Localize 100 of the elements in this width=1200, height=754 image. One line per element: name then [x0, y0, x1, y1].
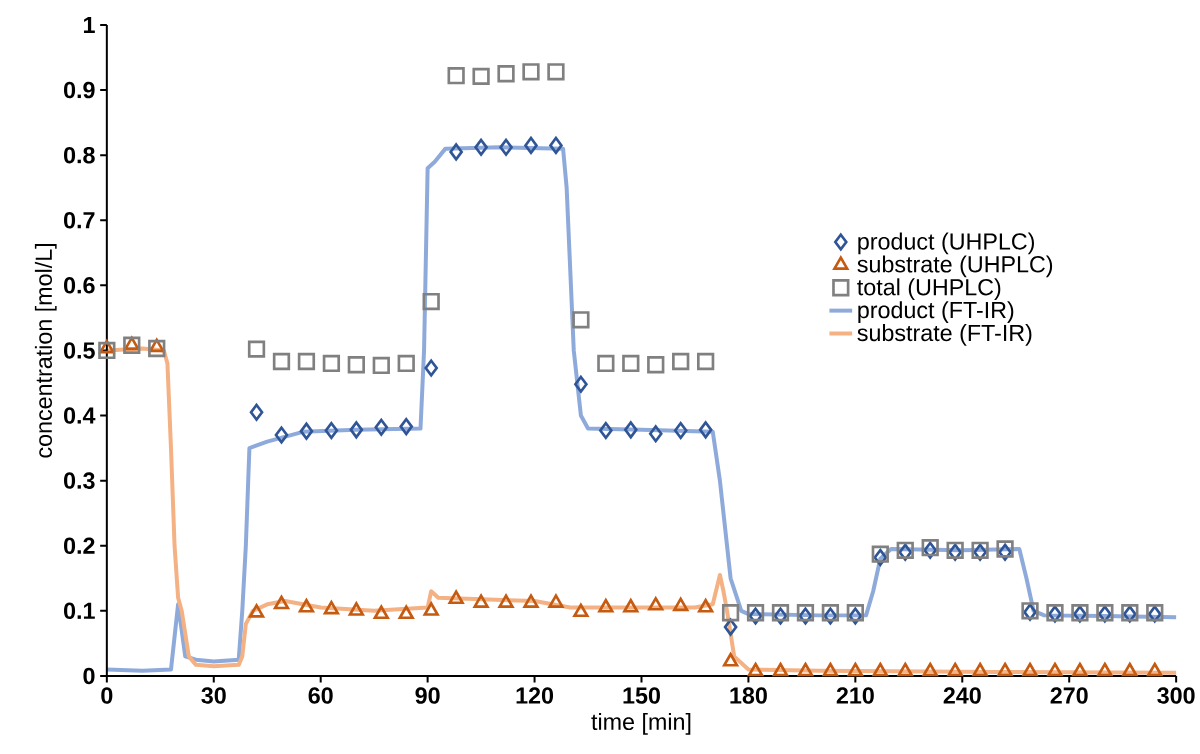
point: [373, 605, 389, 620]
point: [673, 597, 689, 612]
legend-label: substrate (FT-IR): [857, 324, 1032, 346]
x-tick-label: 90: [415, 687, 440, 704]
point: [422, 293, 440, 311]
point: [322, 354, 341, 373]
point: [498, 594, 514, 609]
point: [523, 594, 539, 609]
point: [698, 421, 713, 439]
point: [648, 425, 663, 443]
x-tick-label: 120: [516, 687, 554, 704]
point: [673, 421, 688, 440]
point: [597, 354, 615, 373]
point: [599, 421, 613, 440]
legend-label: product (UHPLC): [858, 232, 1034, 255]
point: [98, 341, 116, 360]
point: [349, 421, 364, 439]
x-tick-label: 300: [1157, 687, 1195, 704]
point: [522, 63, 540, 81]
point: [697, 352, 715, 371]
x-tick-label: 150: [623, 687, 660, 704]
point: [524, 136, 538, 155]
point: [648, 597, 664, 611]
point: [697, 599, 714, 613]
point: [299, 422, 314, 440]
point: [1147, 662, 1163, 677]
y-tick-label: 0.6: [64, 277, 95, 294]
point: [274, 426, 289, 444]
x-tick-label: 30: [201, 687, 226, 704]
point: [324, 421, 339, 440]
point: [872, 662, 888, 677]
y-tick-label: 1: [83, 17, 95, 34]
point: [897, 662, 913, 677]
x-axis-title: time [min]: [591, 713, 691, 735]
point: [622, 354, 640, 373]
point: [822, 662, 839, 677]
point: [474, 138, 488, 157]
point: [472, 67, 490, 86]
point: [871, 545, 889, 563]
y-tick-label: 0.8: [64, 146, 95, 164]
y-tick-label: 0.1: [64, 602, 95, 620]
point: [548, 594, 564, 609]
x-tick-label: 270: [1050, 687, 1088, 704]
point: [647, 356, 665, 374]
point: [473, 594, 489, 609]
point: [497, 65, 515, 83]
point: [424, 359, 439, 377]
point: [573, 603, 589, 618]
point: [797, 662, 814, 677]
point: [747, 662, 764, 677]
point: [672, 352, 690, 371]
y-tick-label: 0.4: [64, 407, 96, 424]
point: [399, 418, 414, 436]
point: [499, 138, 513, 157]
y-tick-label: 0.9: [64, 81, 95, 99]
point: [722, 653, 739, 667]
point: [249, 403, 264, 422]
legend-label: total (UHPLC): [857, 278, 1001, 301]
point: [273, 595, 290, 610]
y-axis-title: concentration [mol/L]: [34, 244, 57, 458]
point: [449, 143, 463, 161]
y-tick-label: 0.7: [64, 212, 95, 229]
point: [623, 421, 638, 439]
point: [247, 340, 266, 358]
point: [348, 602, 365, 616]
point: [297, 352, 316, 371]
x-tick-label: 60: [308, 687, 333, 704]
point: [574, 375, 588, 394]
point: [972, 662, 988, 677]
point: [248, 604, 265, 618]
point: [1047, 662, 1063, 677]
point: [1122, 662, 1138, 677]
point: [397, 354, 415, 373]
point: [772, 662, 789, 677]
y-tick-label: 0.3: [64, 472, 95, 489]
point: [623, 599, 639, 613]
legend-label: substrate (UHPLC): [857, 255, 1053, 278]
point: [947, 662, 963, 677]
point: [1022, 662, 1038, 677]
x-tick-label: 0: [101, 687, 113, 704]
point: [298, 599, 315, 613]
point: [447, 67, 465, 85]
point: [549, 136, 563, 155]
point: [847, 662, 864, 677]
x-tick-label: 240: [943, 687, 981, 704]
point: [423, 602, 439, 616]
point: [598, 599, 614, 613]
point: [148, 339, 166, 358]
y-tick-label: 0.2: [64, 537, 95, 555]
y-tick-label: 0: [83, 667, 95, 685]
point: [272, 352, 291, 371]
point: [1072, 662, 1088, 677]
point: [1097, 662, 1113, 677]
point: [997, 662, 1013, 677]
legend-label: product (FT-IR): [858, 301, 1014, 324]
point: [372, 356, 390, 375]
point: [572, 311, 590, 329]
point: [347, 356, 365, 374]
x-tick-label: 210: [836, 687, 874, 704]
point: [547, 63, 565, 81]
